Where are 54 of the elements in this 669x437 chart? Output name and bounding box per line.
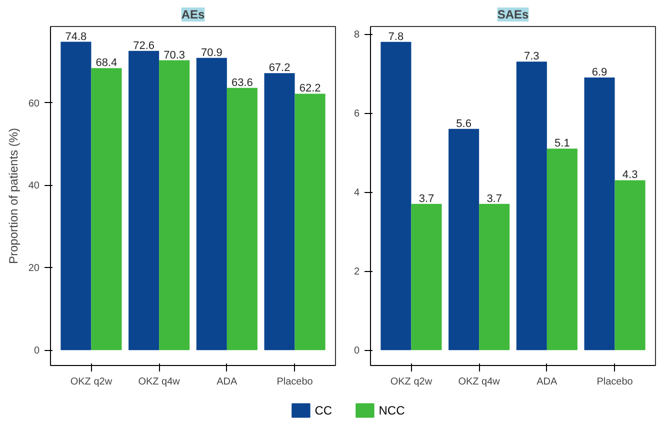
- bar: [196, 58, 227, 350]
- legend-label: CC: [314, 404, 332, 418]
- data-label: 72.6: [133, 40, 155, 52]
- y-tick-label: 60: [28, 98, 40, 110]
- x-tick-label: Placebo: [596, 376, 634, 388]
- data-label: 63.6: [231, 76, 253, 89]
- x-tick-label: OKZ q2w: [70, 376, 113, 388]
- bar: [516, 62, 547, 350]
- bar: [411, 204, 442, 350]
- y-tick-label: 40: [28, 180, 40, 192]
- chart-title: SAEs: [497, 8, 529, 22]
- bar: [614, 180, 646, 350]
- data-label: 7.8: [388, 30, 404, 43]
- data-label: 7.3: [524, 50, 540, 63]
- chart-title: AEs: [181, 8, 205, 22]
- data-label: 74.8: [65, 30, 87, 43]
- bar: [546, 148, 578, 350]
- data-label: 3.7: [418, 192, 434, 205]
- y-tick-label: 6: [354, 108, 360, 120]
- data-label: 70.3: [164, 49, 186, 62]
- y-tick-label: 20: [28, 263, 40, 274]
- bar: [226, 88, 258, 350]
- y-tick-label: 0: [34, 346, 40, 357]
- bar: [479, 204, 510, 350]
- data-label: 62.2: [299, 82, 321, 95]
- x-tick-label: OKZ q4w: [138, 376, 181, 388]
- bar: [448, 128, 480, 350]
- bar: [60, 42, 92, 350]
- y-axis-title: Proportion of patients (%): [6, 128, 20, 264]
- x-tick-label: ADA: [536, 376, 558, 388]
- bar: [584, 77, 615, 350]
- data-label: 70.9: [200, 46, 222, 59]
- data-label: 5.1: [554, 138, 570, 150]
- legend-label: NCC: [378, 404, 406, 418]
- data-label: 67.2: [268, 62, 290, 74]
- x-tick-label: Placebo: [276, 376, 314, 388]
- data-label: 5.6: [456, 118, 472, 130]
- x-tick-label: ADA: [216, 376, 238, 388]
- bar: [159, 60, 190, 350]
- bar: [294, 94, 326, 350]
- data-label: 68.4: [96, 57, 118, 70]
- data-label: 4.3: [622, 169, 638, 182]
- x-tick-label: OKZ q4w: [458, 376, 501, 388]
- y-tick-label: 4: [354, 188, 360, 199]
- bar: [380, 42, 412, 350]
- y-tick-label: 8: [354, 30, 360, 41]
- data-label: 6.9: [592, 66, 608, 78]
- y-tick-label: 0: [354, 346, 360, 357]
- bar: [91, 68, 122, 350]
- bar: [264, 73, 295, 350]
- x-tick-label: OKZ q2w: [390, 376, 433, 388]
- bar: [128, 50, 160, 350]
- y-tick-label: 2: [354, 266, 360, 278]
- data-label: 3.7: [486, 192, 502, 205]
